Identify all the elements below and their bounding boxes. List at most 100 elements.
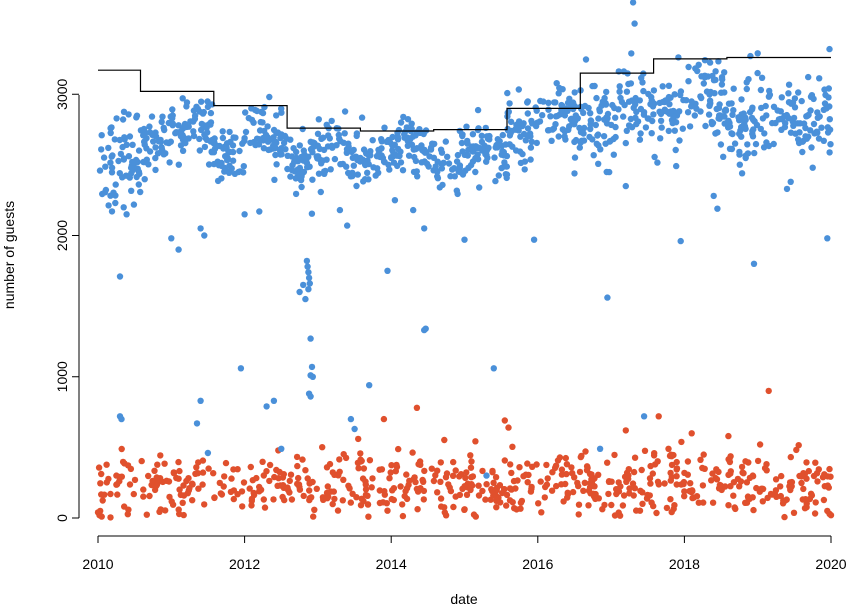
blue-point: [326, 135, 333, 142]
blue-point: [459, 132, 466, 140]
blue-point: [782, 120, 789, 127]
red-point: [501, 457, 508, 464]
blue-point: [438, 165, 446, 172]
red-point: [256, 488, 263, 495]
red-point: [266, 477, 273, 485]
blue-point: [125, 153, 133, 160]
red-point: [509, 499, 516, 506]
red-point: [101, 491, 108, 498]
blue-point: [461, 151, 468, 158]
red-point: [275, 475, 282, 482]
red-point: [778, 472, 785, 480]
blue-point: [236, 147, 243, 155]
blue-point: [527, 156, 534, 163]
x-tick-label: 2010: [82, 556, 113, 572]
red-point: [543, 461, 550, 469]
blue-point: [750, 126, 757, 133]
blue-point: [640, 413, 648, 420]
blue-point: [691, 112, 698, 119]
red-point: [403, 495, 411, 503]
blue-point: [108, 164, 116, 171]
blue-point: [545, 106, 552, 113]
red-point: [585, 502, 592, 509]
blue-point: [270, 397, 278, 404]
red-point: [339, 497, 346, 504]
red-point: [173, 474, 180, 482]
red-point: [114, 491, 121, 498]
blue-point: [159, 113, 166, 120]
red-point: [646, 475, 654, 482]
blue-point: [410, 168, 418, 176]
blue-point: [675, 108, 682, 116]
blue-point: [198, 120, 205, 128]
red-point: [648, 499, 655, 506]
blue-point: [616, 83, 623, 90]
blue-point: [700, 80, 707, 87]
blue-point: [642, 124, 650, 131]
blue-point: [807, 107, 814, 114]
red-point: [467, 464, 475, 471]
blue-point: [807, 93, 815, 101]
blue-point: [347, 415, 355, 423]
blue-point: [120, 155, 128, 162]
red-point: [118, 445, 125, 453]
red-point: [759, 498, 766, 505]
blue-point: [119, 143, 126, 151]
blue-point: [383, 138, 390, 145]
blue-point: [770, 140, 777, 148]
red-point: [678, 438, 685, 446]
blue-point: [278, 445, 285, 452]
red-point: [631, 454, 639, 461]
blue-point: [644, 115, 651, 122]
red-point: [827, 512, 835, 519]
blue-point: [805, 73, 812, 81]
red-point: [673, 458, 680, 466]
blue-point: [610, 151, 617, 158]
red-point: [625, 466, 632, 473]
red-point: [763, 461, 770, 468]
blue-point: [308, 363, 316, 371]
red-point: [130, 490, 137, 498]
blue-point: [521, 166, 528, 173]
blue-point: [556, 84, 563, 92]
red-point: [700, 451, 707, 458]
blue-point: [726, 145, 734, 152]
red-point: [709, 470, 716, 477]
blue-point: [146, 123, 153, 130]
blue-point: [556, 111, 563, 118]
red-point: [499, 489, 506, 497]
blue-point: [504, 109, 511, 117]
blue-point: [685, 78, 692, 85]
blue-point: [242, 128, 250, 136]
red-point: [161, 460, 168, 467]
blue-point: [105, 202, 112, 209]
red-point: [169, 501, 177, 508]
blue-point: [369, 137, 376, 144]
blue-point: [226, 128, 233, 136]
y-tick-label: 2000: [54, 220, 70, 251]
blue-point: [587, 110, 594, 117]
red-point: [678, 481, 685, 488]
blue-point: [524, 98, 531, 105]
blue-point: [600, 133, 608, 140]
blue-point: [533, 107, 540, 114]
blue-point: [639, 79, 646, 86]
red-point: [697, 456, 704, 463]
blue-point: [341, 130, 348, 137]
red-point: [222, 459, 230, 467]
red-point: [569, 488, 577, 496]
red-point: [626, 485, 633, 492]
blue-point: [300, 168, 308, 176]
red-point: [324, 483, 331, 490]
blue-point: [302, 158, 310, 166]
blue-point: [300, 281, 307, 289]
blue-point: [203, 136, 211, 143]
blue-point: [364, 169, 371, 176]
blue-point: [288, 166, 296, 174]
red-point: [459, 485, 466, 492]
red-point: [768, 491, 776, 498]
red-point: [802, 496, 809, 503]
blue-point: [425, 163, 432, 170]
blue-point: [341, 108, 349, 115]
blue-point: [236, 168, 244, 175]
